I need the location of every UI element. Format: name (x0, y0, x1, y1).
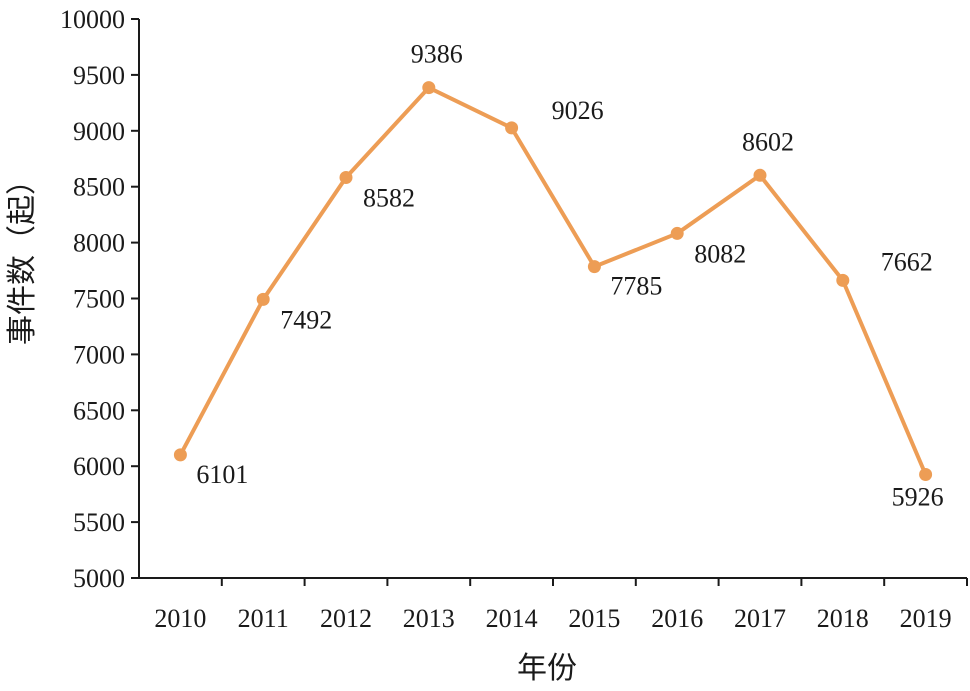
y-axis-title: 事件数（起） (5, 165, 40, 345)
x-tick-label: 2015 (568, 604, 620, 633)
data-label: 7785 (610, 272, 662, 301)
data-point (173, 448, 187, 462)
y-tick-label: 7000 (73, 340, 125, 369)
x-axis-title: 年份 (517, 651, 577, 686)
series-group (173, 81, 933, 481)
data-point (505, 121, 519, 135)
x-tick-label: 2018 (817, 604, 869, 633)
y-tick-label: 5500 (73, 508, 125, 537)
data-point (339, 171, 353, 185)
x-tick-label: 2014 (486, 604, 538, 633)
data-label: 9026 (552, 96, 604, 125)
data-point (753, 168, 767, 182)
x-tick-label: 2019 (900, 604, 952, 633)
data-point (256, 292, 270, 306)
y-tick-label: 10000 (60, 5, 125, 34)
data-point (422, 81, 436, 95)
y-tick-label: 6500 (73, 396, 125, 425)
x-tick-label: 2012 (320, 604, 372, 633)
data-label: 7492 (280, 305, 332, 334)
data-labels-group: 6101 7492 8582 9386 9026 7785 8082 8602 7662 5926 (196, 40, 943, 512)
y-axis-ticks: 5000 5500 6000 6500 7000 7500 8000 8500 9000 9500… (60, 5, 139, 593)
y-tick-label: 9000 (73, 117, 125, 146)
y-tick-label: 6000 (73, 452, 125, 481)
data-label: 8602 (742, 127, 794, 156)
y-tick-label: 8500 (73, 173, 125, 202)
y-tick-label: 7500 (73, 285, 125, 314)
series-line (178, 85, 928, 477)
data-point (919, 467, 933, 481)
data-label: 9386 (411, 40, 463, 69)
y-tick-label: 9500 (73, 61, 125, 90)
data-point (587, 260, 601, 274)
x-tick-label: 2011 (238, 604, 289, 633)
data-label: 6101 (196, 460, 248, 489)
data-point (836, 273, 850, 287)
x-tick-label: 2016 (651, 604, 703, 633)
y-tick-label: 8000 (73, 229, 125, 258)
y-tick-label: 5000 (73, 564, 125, 593)
x-tick-label: 2010 (154, 604, 206, 633)
data-point (670, 226, 684, 240)
x-tick-label: 2013 (403, 604, 455, 633)
data-label: 5926 (892, 482, 944, 511)
data-label: 7662 (881, 247, 933, 276)
x-tick-label: 2017 (734, 604, 786, 633)
x-axis-ticks: 2010 2011 2012 2013 2014 2015 2016 2017 2018 2019 (154, 578, 968, 633)
data-label: 8582 (363, 184, 415, 213)
data-label: 8082 (694, 239, 746, 268)
